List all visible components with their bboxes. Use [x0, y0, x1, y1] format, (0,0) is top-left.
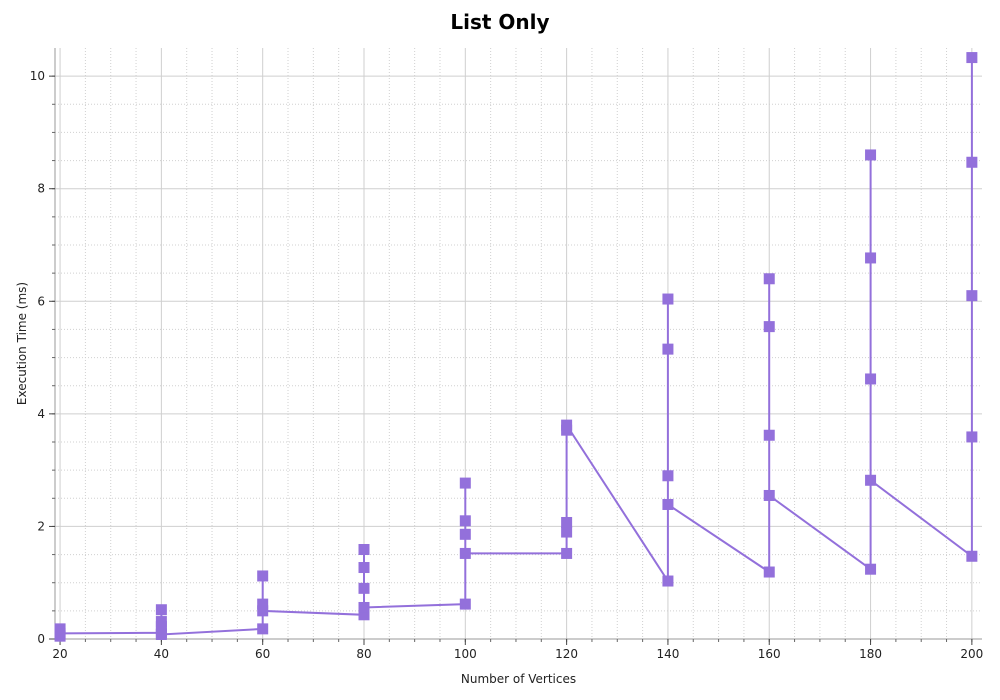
data-point — [358, 562, 370, 574]
chart-title: List Only — [450, 10, 550, 34]
axes: 20 40 60 80 100 120 140 160 180 200 0 2 4 6 8 10 — [30, 48, 983, 661]
x-tick-label: 40 — [154, 647, 169, 661]
data-point — [662, 343, 674, 355]
data-point — [257, 598, 269, 610]
x-tick-label: 60 — [255, 647, 270, 661]
data-point — [54, 627, 66, 639]
data-point — [763, 489, 775, 501]
data-point — [358, 601, 370, 613]
data-point — [662, 293, 674, 305]
data-point — [561, 526, 573, 538]
x-tick-label: 20 — [52, 647, 67, 661]
data-point — [358, 609, 370, 621]
data-point — [662, 470, 674, 482]
data-point — [966, 431, 978, 443]
data-point — [561, 419, 573, 431]
y-tick-label: 2 — [37, 519, 45, 533]
data-point — [865, 373, 877, 385]
x-tick-label: 80 — [356, 647, 371, 661]
data-point — [662, 498, 674, 510]
x-tick-label: 140 — [656, 647, 679, 661]
data-point — [459, 547, 471, 559]
data-point — [155, 604, 167, 616]
y-tick-label: 0 — [37, 632, 45, 646]
data-point — [966, 52, 978, 64]
data-point — [763, 321, 775, 333]
data-point — [865, 474, 877, 486]
data-point — [459, 528, 471, 540]
data-point — [763, 273, 775, 285]
data-point — [358, 544, 370, 556]
data-point — [561, 547, 573, 559]
data-point — [257, 570, 269, 582]
y-tick-label: 6 — [37, 294, 45, 308]
data-point — [459, 477, 471, 489]
data-point — [155, 621, 167, 633]
data-point — [865, 252, 877, 264]
data-point — [662, 575, 674, 587]
data-point — [865, 563, 877, 575]
series-layer — [54, 52, 978, 642]
x-tick-label: 200 — [960, 647, 983, 661]
grid — [55, 48, 982, 640]
x-tick-label: 160 — [758, 647, 781, 661]
data-point — [459, 598, 471, 610]
data-point — [257, 623, 269, 635]
data-point — [763, 566, 775, 578]
data-point — [257, 605, 269, 617]
y-axis-label: Execution Time (ms) — [15, 282, 29, 405]
data-point — [865, 149, 877, 161]
y-tick-label: 8 — [37, 182, 45, 196]
data-point — [155, 628, 167, 640]
data-point — [358, 582, 370, 594]
data-point — [966, 550, 978, 562]
x-tick-label: 180 — [859, 647, 882, 661]
data-point — [459, 515, 471, 527]
data-point — [763, 429, 775, 441]
x-tick-label: 120 — [555, 647, 578, 661]
data-point — [966, 156, 978, 168]
data-point — [966, 290, 978, 302]
x-axis-label: Number of Vertices — [461, 672, 576, 686]
y-tick-label: 10 — [30, 69, 45, 83]
y-tick-label: 4 — [37, 407, 45, 421]
data-point — [561, 516, 573, 528]
x-tick-label: 100 — [454, 647, 477, 661]
